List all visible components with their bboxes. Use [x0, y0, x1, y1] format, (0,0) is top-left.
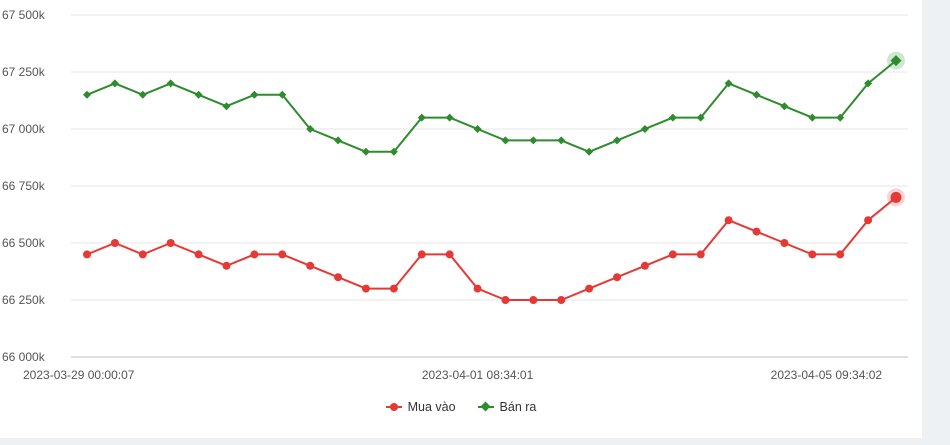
data-point [278, 250, 287, 259]
y-tick-label: 67 500k [2, 8, 46, 22]
data-point [613, 136, 622, 145]
data-point [752, 90, 761, 99]
legend-item-sell[interactable]: Bán ra [477, 400, 537, 414]
data-point [222, 102, 231, 111]
data-point [473, 125, 482, 133]
legend-item-buy[interactable]: Mua vào [385, 400, 456, 414]
data-point [222, 261, 231, 270]
data-point [668, 250, 677, 259]
legend-label-buy: Mua vào [407, 400, 456, 414]
data-point [836, 113, 845, 122]
data-point [724, 216, 733, 225]
data-point [473, 284, 482, 293]
data-point [724, 79, 733, 88]
data-point [361, 284, 370, 293]
data-point [250, 90, 259, 99]
data-point [306, 261, 315, 270]
data-point [836, 250, 845, 259]
data-point [864, 216, 873, 225]
data-point [752, 227, 761, 236]
data-point [334, 273, 343, 282]
data-point [83, 250, 91, 259]
series-sell [83, 51, 905, 156]
data-point [557, 136, 566, 145]
series-line [86, 59, 897, 153]
data-point [417, 113, 426, 122]
series-lines[interactable] [83, 51, 905, 304]
sell-swatch-icon [477, 401, 494, 412]
series-line [86, 196, 897, 301]
data-point [640, 125, 649, 133]
data-point [445, 113, 454, 122]
data-point [585, 284, 594, 293]
data-point [696, 250, 705, 259]
y-tick-label: 66 750k [2, 179, 46, 193]
data-point [138, 90, 147, 99]
data-point [529, 296, 538, 304]
data-point [696, 113, 705, 122]
data-point [780, 102, 789, 111]
grid-lines [71, 14, 908, 358]
data-point [110, 79, 119, 88]
x-axis-ticks: 2023-03-29 00:00:07 2023-04-01 08:34:01 20… [23, 368, 882, 382]
data-point [138, 250, 147, 259]
data-point [890, 191, 902, 203]
buy-swatch-icon [385, 402, 402, 412]
data-point [194, 90, 203, 99]
legend: Mua vào Bán ra [0, 400, 922, 414]
line-chart[interactable]: 66 000k 66 250k 66 500k 66 750k 67 000k 67 25… [0, 0, 922, 400]
data-point [890, 55, 902, 67]
data-point [445, 250, 454, 259]
y-tick-label: 66 500k [2, 236, 46, 250]
data-point [417, 250, 426, 259]
data-point [334, 136, 343, 145]
x-tick-label: 2023-04-05 09:34:02 [771, 368, 883, 382]
data-point [278, 90, 287, 99]
data-point [864, 79, 873, 88]
x-tick-label: 2023-03-29 00:00:07 [23, 368, 135, 382]
data-point [613, 273, 622, 282]
y-tick-label: 67 250k [2, 65, 46, 79]
data-point [306, 125, 315, 133]
x-tick-label: 2023-04-01 08:34:01 [422, 368, 534, 382]
data-point [501, 296, 510, 304]
data-point [557, 296, 566, 304]
y-tick-label: 67 000k [2, 122, 46, 136]
data-point [166, 239, 175, 247]
data-point [501, 136, 510, 145]
data-point [110, 239, 119, 247]
data-point [389, 284, 398, 293]
data-point [808, 113, 817, 122]
data-point [585, 147, 594, 156]
y-tick-label: 66 250k [2, 293, 46, 307]
y-tick-label: 66 000k [2, 350, 46, 364]
data-point [529, 136, 538, 145]
series-buy [83, 188, 905, 304]
data-point [250, 250, 259, 259]
data-point [780, 239, 789, 247]
data-point [389, 147, 398, 156]
data-point [640, 261, 649, 270]
data-point [83, 90, 91, 99]
data-point [668, 113, 677, 122]
chart-card: 66 000k 66 250k 66 500k 66 750k 67 000k 67 25… [0, 0, 922, 438]
legend-label-sell: Bán ra [499, 400, 537, 414]
y-axis-ticks: 66 000k 66 250k 66 500k 66 750k 67 000k 67 25… [2, 8, 46, 364]
data-point [166, 79, 175, 88]
data-point [808, 250, 817, 259]
data-point [361, 147, 370, 156]
data-point [194, 250, 203, 259]
